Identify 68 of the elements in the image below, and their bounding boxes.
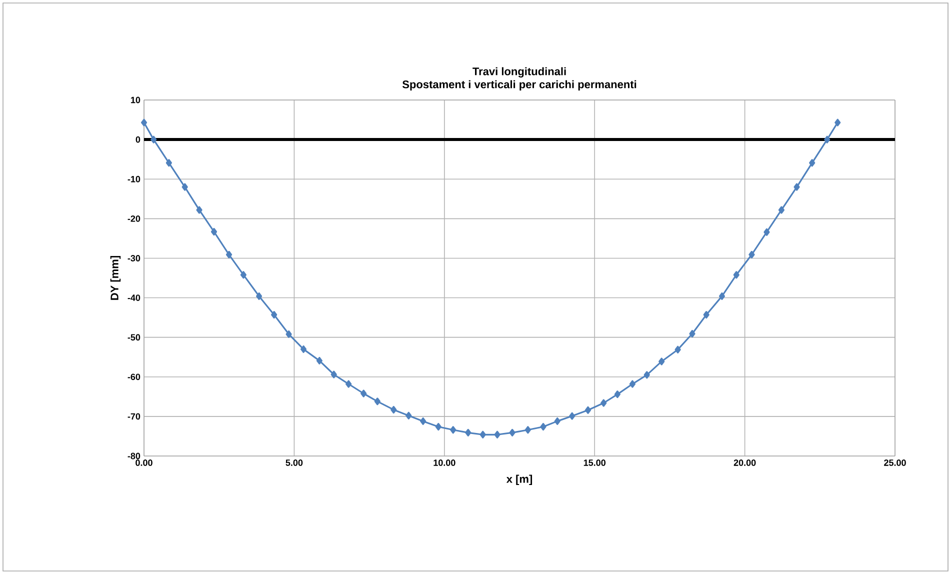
chart-title: Travi longitudinali [472, 67, 566, 78]
point [330, 370, 337, 378]
point [390, 406, 397, 414]
point [703, 310, 710, 319]
point [584, 406, 592, 414]
point [420, 417, 426, 425]
point [374, 398, 380, 406]
y-tick-label: -30 [128, 255, 140, 262]
point [406, 412, 412, 420]
point [764, 228, 770, 236]
point [644, 371, 650, 379]
y-axis-title: DY [mm] [110, 256, 121, 300]
y-tick-label: -60 [128, 374, 140, 380]
y-tick-label: -20 [128, 215, 140, 222]
x-tick-label: 5.00 [286, 460, 303, 466]
y-tick-label: -50 [128, 334, 140, 341]
point [733, 271, 740, 279]
point [689, 330, 696, 338]
point [271, 310, 278, 319]
point [674, 346, 681, 354]
y-tick-label: -70 [128, 413, 140, 420]
point [210, 228, 218, 236]
point [540, 422, 546, 431]
y-tick-label: 10 [131, 96, 140, 104]
point [569, 412, 576, 420]
x-tick-label: 10.00 [434, 460, 456, 466]
point [140, 118, 148, 126]
point [778, 206, 785, 214]
point [614, 390, 620, 398]
point [300, 345, 307, 353]
point [450, 426, 456, 434]
point [824, 136, 830, 144]
x-tick-label: 20.00 [734, 460, 756, 466]
point [465, 428, 472, 436]
point [286, 330, 292, 338]
x-tick-label: 0.00 [136, 460, 152, 466]
point [554, 417, 560, 425]
point [718, 292, 726, 300]
x-tick-label: 15.00 [584, 460, 606, 466]
point [196, 206, 202, 214]
point [834, 118, 841, 126]
y-tick-label: -80 [128, 452, 140, 460]
point [809, 159, 816, 167]
point [360, 390, 367, 398]
x-axis-title: x [m] [506, 474, 532, 486]
point [240, 271, 246, 279]
y-tick-label: -10 [128, 176, 140, 182]
point [346, 380, 352, 388]
point [435, 422, 442, 431]
y-tick-label: -40 [128, 294, 140, 301]
point [166, 159, 172, 167]
point [629, 380, 636, 388]
point [509, 428, 516, 436]
point [226, 250, 232, 258]
chart-subtitle: Spostament i verticali per carichi permanenti [402, 80, 636, 90]
point [256, 292, 262, 300]
point [182, 183, 188, 191]
point [316, 356, 322, 364]
point [600, 399, 607, 407]
point [748, 250, 755, 258]
point [494, 430, 500, 438]
point [658, 358, 665, 366]
point [524, 426, 531, 434]
point [480, 430, 486, 438]
point [794, 183, 800, 191]
y-tick-label: 0 [136, 136, 140, 143]
x-tick-label: 25.00 [884, 460, 906, 466]
point [150, 136, 157, 144]
